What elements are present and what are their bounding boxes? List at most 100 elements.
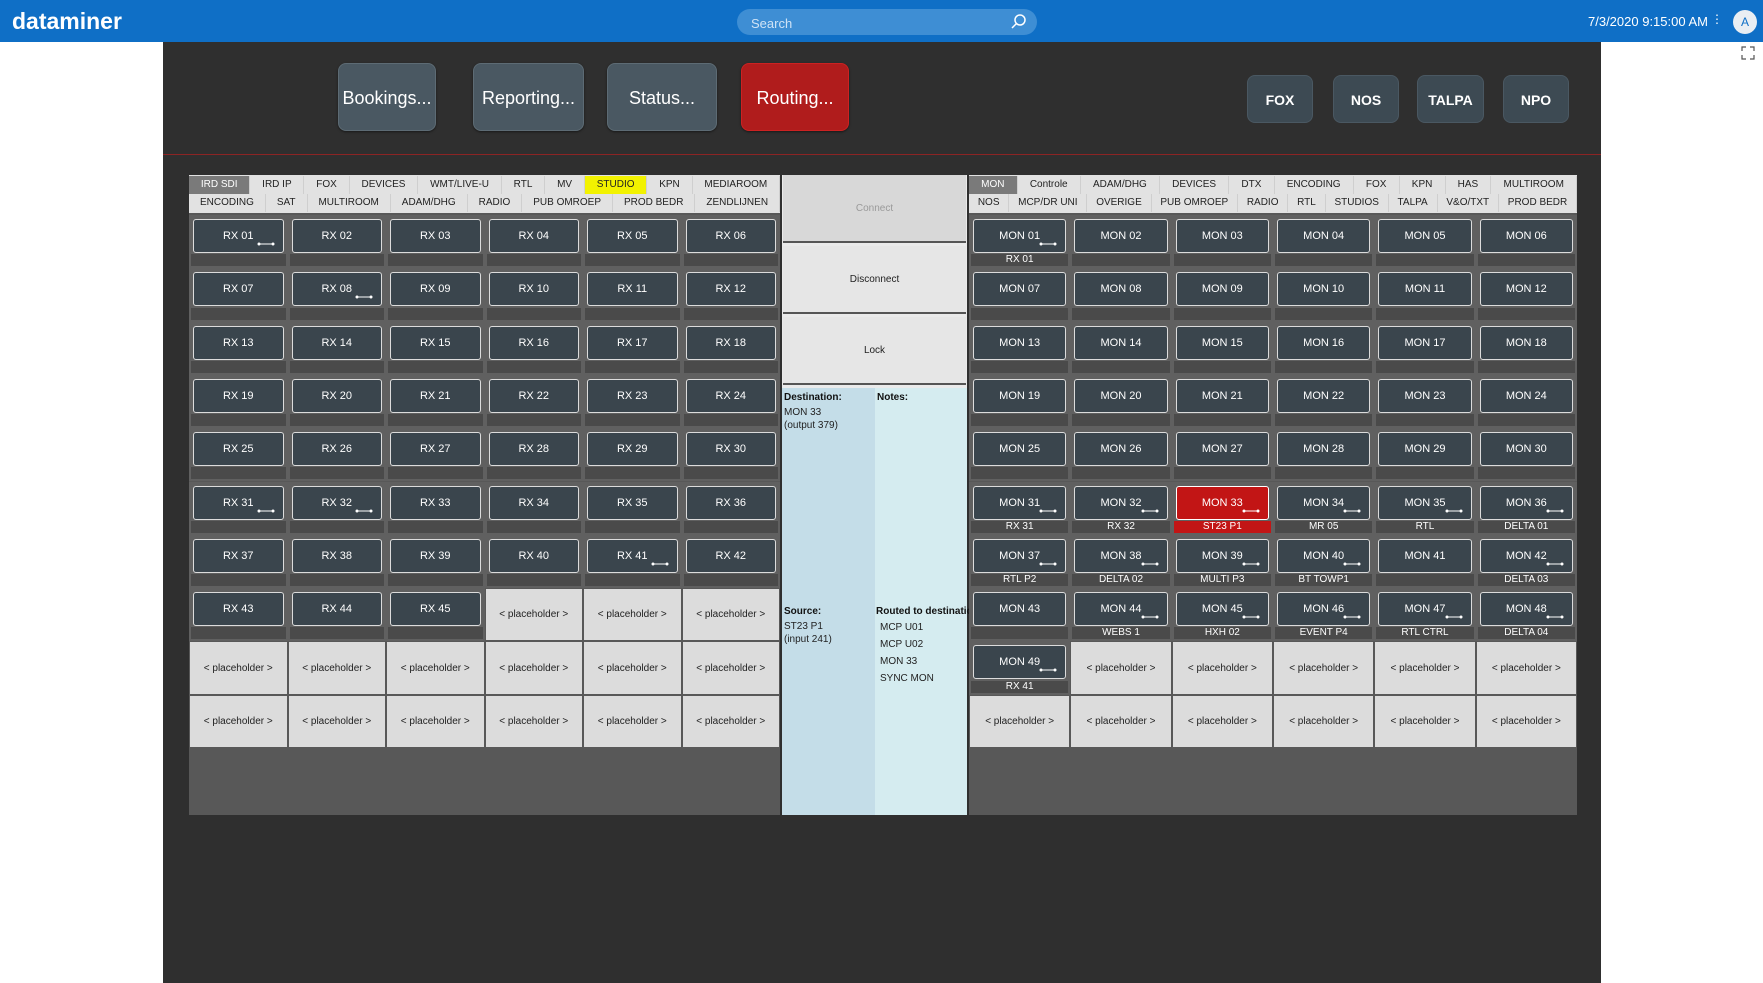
destination-tab-pub-omroep[interactable]: PUB OMROEP: [1152, 194, 1238, 212]
mon-29-button[interactable]: MON 29: [1378, 432, 1472, 467]
source-tab-fox[interactable]: FOX: [304, 176, 350, 194]
mon-46-button[interactable]: MON 46: [1277, 592, 1371, 627]
destination-placeholder-cell[interactable]: < placeholder >: [1171, 641, 1273, 695]
source-tab-multiroom[interactable]: MULTIROOM: [308, 194, 391, 212]
destination-placeholder-cell[interactable]: < placeholder >: [1171, 694, 1273, 748]
mon-24-button[interactable]: MON 24: [1479, 378, 1573, 413]
rx-07-button[interactable]: RX 07: [193, 272, 284, 307]
mon-37-button[interactable]: MON 37: [973, 538, 1067, 573]
search-box[interactable]: [737, 9, 1037, 35]
source-placeholder-cell[interactable]: < placeholder >: [681, 588, 780, 642]
source-placeholder-cell[interactable]: < placeholder >: [583, 641, 682, 695]
mon-11-button[interactable]: MON 11: [1378, 272, 1472, 307]
rx-02-button[interactable]: RX 02: [291, 219, 382, 253]
rx-13-button[interactable]: RX 13: [193, 325, 284, 360]
destination-placeholder-cell[interactable]: < placeholder >: [1475, 694, 1577, 748]
mon-34-button[interactable]: MON 34: [1277, 485, 1371, 520]
rx-35-button[interactable]: RX 35: [587, 485, 678, 520]
source-tab-mv[interactable]: MV: [545, 176, 585, 194]
more-menu-icon[interactable]: ⋮: [1711, 12, 1723, 26]
rx-21-button[interactable]: RX 21: [390, 378, 481, 413]
mon-28-button[interactable]: MON 28: [1277, 432, 1371, 467]
source-tab-zendlijnen[interactable]: ZENDLIJNEN: [695, 194, 781, 212]
rx-36-button[interactable]: RX 36: [685, 485, 776, 520]
mon-36-button[interactable]: MON 36: [1479, 485, 1573, 520]
rx-03-button[interactable]: RX 03: [390, 219, 481, 253]
mon-42-button[interactable]: MON 42: [1479, 538, 1573, 573]
source-tab-sat[interactable]: SAT: [266, 194, 308, 212]
mon-40-button[interactable]: MON 40: [1277, 538, 1371, 573]
mon-38-button[interactable]: MON 38: [1074, 538, 1168, 573]
source-tab-studio[interactable]: STUDIO: [584, 176, 648, 194]
destination-tab-encoding[interactable]: ENCODING: [1275, 176, 1354, 194]
mon-09-button[interactable]: MON 09: [1175, 272, 1269, 307]
destination-tab-dtx[interactable]: DTX: [1229, 176, 1275, 194]
mon-39-button[interactable]: MON 39: [1175, 538, 1269, 573]
destination-placeholder-cell[interactable]: < placeholder >: [1374, 641, 1476, 695]
brand-fox-button[interactable]: FOX: [1247, 75, 1313, 123]
source-tab-mediaroom[interactable]: MEDIAROOM: [693, 176, 781, 194]
rx-29-button[interactable]: RX 29: [587, 432, 678, 467]
source-placeholder-cell[interactable]: < placeholder >: [484, 694, 583, 748]
mon-26-button[interactable]: MON 26: [1074, 432, 1168, 467]
mon-44-button[interactable]: MON 44: [1074, 592, 1168, 627]
mon-16-button[interactable]: MON 16: [1277, 325, 1371, 360]
rx-16-button[interactable]: RX 16: [488, 325, 579, 360]
rx-04-button[interactable]: RX 04: [488, 219, 579, 253]
mon-45-button[interactable]: MON 45: [1175, 592, 1269, 627]
mon-35-button[interactable]: MON 35: [1378, 485, 1472, 520]
source-placeholder-cell[interactable]: < placeholder >: [484, 588, 583, 642]
source-tab-wmt-live-u[interactable]: WMT/LIVE-U: [418, 176, 502, 194]
rx-18-button[interactable]: RX 18: [685, 325, 776, 360]
source-tab-radio[interactable]: RADIO: [468, 194, 523, 212]
rx-14-button[interactable]: RX 14: [291, 325, 382, 360]
rx-26-button[interactable]: RX 26: [291, 432, 382, 467]
source-tab-adam-dhg[interactable]: ADAM/DHG: [391, 194, 468, 212]
mon-27-button[interactable]: MON 27: [1175, 432, 1269, 467]
destination-tab-has[interactable]: HAS: [1446, 176, 1492, 194]
rx-40-button[interactable]: RX 40: [488, 538, 579, 573]
destination-placeholder-cell[interactable]: < placeholder >: [969, 694, 1071, 748]
source-placeholder-cell[interactable]: < placeholder >: [386, 694, 485, 748]
source-placeholder-cell[interactable]: < placeholder >: [287, 694, 386, 748]
source-tab-devices[interactable]: DEVICES: [350, 176, 419, 194]
mon-21-button[interactable]: MON 21: [1175, 378, 1269, 413]
rx-38-button[interactable]: RX 38: [291, 538, 382, 573]
disconnect-button[interactable]: Disconnect: [783, 246, 966, 314]
source-tab-ird-ip[interactable]: IRD IP: [250, 176, 305, 194]
source-placeholder-cell[interactable]: < placeholder >: [681, 641, 780, 695]
mon-43-button[interactable]: MON 43: [973, 592, 1067, 627]
rx-39-button[interactable]: RX 39: [390, 538, 481, 573]
mon-06-button[interactable]: MON 06: [1479, 219, 1573, 253]
destination-placeholder-cell[interactable]: < placeholder >: [1070, 641, 1172, 695]
brand-npo-button[interactable]: NPO: [1503, 75, 1569, 123]
mon-22-button[interactable]: MON 22: [1277, 378, 1371, 413]
mon-07-button[interactable]: MON 07: [973, 272, 1067, 307]
rx-33-button[interactable]: RX 33: [390, 485, 481, 520]
source-placeholder-cell[interactable]: < placeholder >: [189, 694, 288, 748]
mon-05-button[interactable]: MON 05: [1378, 219, 1472, 253]
bookings-button[interactable]: Bookings...: [338, 63, 436, 131]
destination-tab-fox[interactable]: FOX: [1354, 176, 1400, 194]
rx-01-button[interactable]: RX 01: [193, 219, 284, 253]
destination-tab-adam-dhg[interactable]: ADAM/DHG: [1081, 176, 1160, 194]
source-placeholder-cell[interactable]: < placeholder >: [484, 641, 583, 695]
source-tab-prod-bedr[interactable]: PROD BEDR: [613, 194, 696, 212]
mon-31-button[interactable]: MON 31: [973, 485, 1067, 520]
rx-45-button[interactable]: RX 45: [390, 592, 481, 627]
source-tab-rtl[interactable]: RTL: [502, 176, 546, 194]
mon-25-button[interactable]: MON 25: [973, 432, 1067, 467]
destination-tab-nos[interactable]: NOS: [969, 194, 1010, 212]
rx-09-button[interactable]: RX 09: [390, 272, 481, 307]
source-placeholder-cell[interactable]: < placeholder >: [681, 694, 780, 748]
destination-placeholder-cell[interactable]: < placeholder >: [1070, 694, 1172, 748]
rx-31-button[interactable]: RX 31: [193, 485, 284, 520]
mon-19-button[interactable]: MON 19: [973, 378, 1067, 413]
rx-08-button[interactable]: RX 08: [291, 272, 382, 307]
source-tab-pub-omroep[interactable]: PUB OMROEP: [522, 194, 613, 212]
reporting-button[interactable]: Reporting...: [473, 63, 584, 131]
source-tab-ird-sdi[interactable]: IRD SDI: [189, 176, 251, 194]
mon-33-button[interactable]: MON 33: [1175, 485, 1269, 520]
rx-43-button[interactable]: RX 43: [193, 592, 284, 627]
mon-23-button[interactable]: MON 23: [1378, 378, 1472, 413]
